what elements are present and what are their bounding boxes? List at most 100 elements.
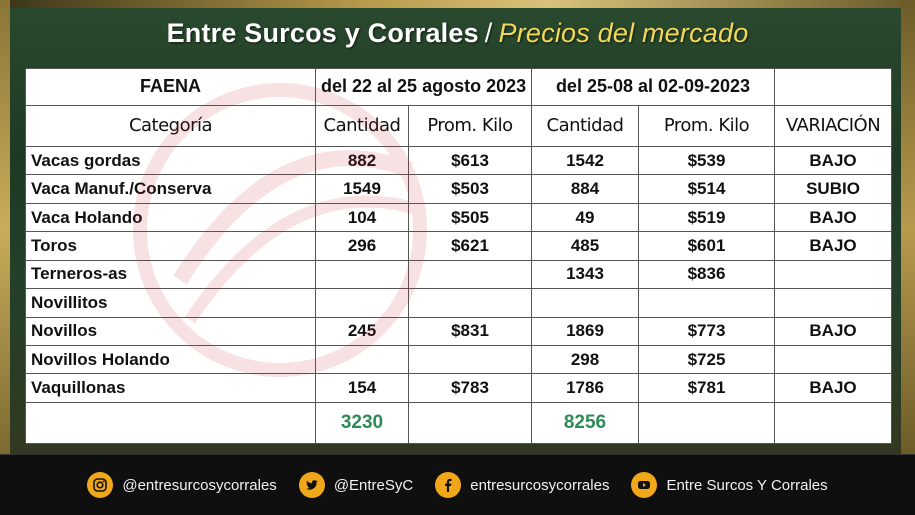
cantidad2-cell: 1869 — [531, 316, 639, 347]
youtube-link[interactable]: Entre Surcos Y Corrales — [631, 472, 828, 498]
prom1-cell — [408, 259, 532, 290]
table-row: Toros 296 $621 485 $601 BAJO — [25, 231, 893, 261]
totals-blank — [25, 401, 316, 445]
cantidad2-cell — [531, 288, 639, 318]
cantidad2-cell: 49 — [531, 202, 639, 233]
category-cell: Vaca Manuf./Conserva — [25, 174, 316, 204]
table-row: Vaca Manuf./Conserva 1549 $503 884 $514 SUBIO — [25, 174, 893, 204]
cantidad2-cell: 884 — [531, 174, 639, 204]
prom2-cell: $781 — [637, 373, 776, 403]
gold-border-top — [0, 0, 915, 8]
cantidad1-cell: 154 — [315, 373, 409, 403]
youtube-label: Entre Surcos Y Corrales — [666, 476, 828, 494]
gold-border-left — [0, 0, 10, 455]
totals-row: 3230 8256 — [25, 401, 893, 445]
cantidad2-cell: 298 — [531, 344, 639, 375]
cantidad1-header: Cantidad — [315, 104, 409, 147]
facebook-label: entresurcosycorrales — [470, 476, 610, 494]
title-sub: Precios del mercado — [498, 18, 749, 48]
cantidad1-cell — [315, 344, 409, 375]
totals-blank — [637, 401, 776, 445]
totals-blank — [408, 401, 532, 445]
cantidad1-cell: 1549 — [315, 174, 409, 204]
prom1-cell — [408, 288, 532, 318]
cantidad2-cell: 485 — [531, 231, 639, 261]
cantidad1-cell: 882 — [315, 145, 409, 176]
twitter-icon — [298, 472, 325, 498]
prom1-cell: $503 — [408, 174, 532, 204]
table-row: Novillitos — [25, 288, 893, 318]
category-cell: Terneros-as — [25, 259, 316, 290]
prom2-cell: $773 — [637, 316, 776, 347]
title-separator: / — [484, 18, 493, 48]
prom1-header: Prom. Kilo — [408, 104, 532, 147]
prom2-header: Prom. Kilo — [637, 104, 776, 147]
prom2-cell: $514 — [637, 174, 776, 204]
prom2-cell: $519 — [637, 202, 776, 233]
category-cell: Vaca Holando — [25, 202, 316, 233]
prom1-cell: $613 — [408, 145, 532, 176]
gold-border-right — [901, 0, 915, 455]
period2-header: del 25-08 al 02-09-2023 — [530, 68, 776, 106]
header-row-columns: Categoría Cantidad Prom. Kilo Cantidad P… — [25, 104, 893, 147]
variacion-header: VARIACIÓN — [774, 104, 893, 147]
blank-header — [774, 68, 893, 106]
prices-table: FAENA del 22 al 25 agosto 2023 del 25-08… — [25, 68, 893, 445]
cantidad1-cell: 296 — [315, 231, 409, 261]
variacion-cell: BAJO — [774, 316, 893, 347]
prom1-cell — [408, 344, 532, 375]
cantidad2-cell: 1542 — [531, 145, 639, 176]
variacion-cell — [774, 344, 893, 375]
variacion-cell: SUBIO — [774, 174, 893, 204]
cantidad1-cell — [315, 288, 409, 318]
twitter-label: @EntreSyC — [333, 476, 414, 494]
cantidad1-cell: 104 — [315, 202, 409, 233]
social-footer: @entresurcosycorrales @EntreSyC entresur… — [0, 454, 915, 515]
prom2-cell: $539 — [637, 145, 776, 176]
category-cell: Novillos — [25, 316, 316, 347]
prom2-cell: $725 — [637, 344, 776, 375]
totals-blank — [774, 401, 893, 445]
category-cell: Novillos Holando — [25, 344, 316, 375]
total-cantidad2: 8256 — [531, 401, 639, 445]
table-row: Vaquillonas 154 $783 1786 $781 BAJO — [25, 373, 893, 403]
variacion-cell — [774, 288, 893, 318]
instagram-link[interactable]: @entresurcosycorrales — [87, 472, 277, 498]
category-cell: Vacas gordas — [25, 145, 316, 176]
cantidad1-cell — [315, 259, 409, 290]
category-cell: Vaquillonas — [25, 373, 316, 403]
facebook-icon — [435, 472, 462, 498]
prom1-cell: $783 — [408, 373, 532, 403]
total-cantidad1: 3230 — [315, 401, 409, 445]
faena-header: FAENA — [25, 68, 316, 106]
prom1-cell: $621 — [408, 231, 532, 261]
variacion-cell: BAJO — [774, 202, 893, 233]
prom2-cell: $836 — [637, 259, 776, 290]
variacion-cell: BAJO — [774, 373, 893, 403]
instagram-label: @entresurcosycorrales — [122, 476, 277, 494]
table-row: Novillos 245 $831 1869 $773 BAJO — [25, 316, 893, 347]
prom2-cell — [637, 288, 776, 318]
cantidad2-header: Cantidad — [531, 104, 639, 147]
prom2-cell: $601 — [637, 231, 776, 261]
period1-header: del 22 al 25 agosto 2023 — [315, 68, 532, 106]
variacion-cell: BAJO — [774, 231, 893, 261]
title-main: Entre Surcos y Corrales — [166, 18, 479, 48]
category-cell: Toros — [25, 231, 316, 261]
cantidad1-cell: 245 — [315, 316, 409, 347]
table-row: Terneros-as 1343 $836 — [25, 259, 893, 290]
page-title: Entre Surcos y Corrales / Precios del merc… — [0, 18, 915, 60]
facebook-link[interactable]: entresurcosycorrales — [435, 472, 609, 498]
twitter-link[interactable]: @EntreSyC — [298, 472, 414, 498]
cantidad2-cell: 1786 — [531, 373, 639, 403]
variacion-cell: BAJO — [774, 145, 893, 176]
prom1-cell: $505 — [408, 202, 532, 233]
header-row-faena: FAENA del 22 al 25 agosto 2023 del 25-08… — [25, 68, 893, 106]
categoria-header: Categoría — [25, 104, 316, 147]
table-row: Vacas gordas 882 $613 1542 $539 BAJO — [25, 145, 893, 176]
prom1-cell: $831 — [408, 316, 532, 347]
table-row: Novillos Holando 298 $725 — [25, 344, 893, 375]
category-cell: Novillitos — [25, 288, 316, 318]
youtube-icon — [631, 472, 658, 498]
instagram-icon — [87, 472, 114, 498]
